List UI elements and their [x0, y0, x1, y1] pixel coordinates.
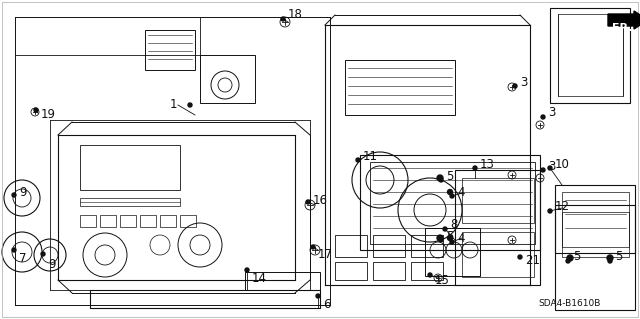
Text: 15: 15: [435, 273, 450, 286]
Circle shape: [450, 194, 454, 198]
Text: 9: 9: [48, 257, 56, 271]
Text: 14: 14: [252, 272, 267, 286]
Text: 21: 21: [525, 255, 540, 268]
Text: 10: 10: [555, 158, 570, 170]
Text: 9: 9: [19, 186, 26, 198]
Bar: [80, 198, 180, 206]
Circle shape: [518, 255, 522, 259]
Bar: [335, 262, 367, 280]
FancyArrow shape: [608, 11, 640, 29]
Bar: [200, 55, 255, 103]
Circle shape: [567, 255, 573, 261]
Circle shape: [41, 252, 45, 256]
Text: 18: 18: [288, 9, 303, 21]
Bar: [120, 215, 136, 227]
Text: FR.: FR.: [612, 23, 632, 33]
Circle shape: [548, 209, 552, 213]
Circle shape: [607, 255, 613, 261]
Text: 8: 8: [450, 219, 458, 232]
Bar: [550, 8, 630, 103]
Bar: [555, 205, 635, 310]
Circle shape: [356, 158, 360, 162]
Circle shape: [437, 235, 443, 241]
Bar: [562, 192, 629, 247]
Circle shape: [447, 235, 452, 241]
Bar: [360, 155, 540, 250]
Circle shape: [450, 240, 454, 244]
Bar: [100, 215, 116, 227]
Bar: [373, 262, 405, 280]
Bar: [345, 60, 455, 115]
Circle shape: [548, 166, 552, 170]
Text: 17: 17: [318, 249, 333, 262]
Circle shape: [447, 189, 452, 195]
Text: 3: 3: [548, 107, 556, 120]
Bar: [370, 162, 535, 244]
Text: 3: 3: [548, 160, 556, 173]
Text: SDA4-B1610B: SDA4-B1610B: [538, 299, 600, 308]
Bar: [411, 262, 443, 280]
Circle shape: [566, 259, 570, 263]
Bar: [462, 178, 534, 223]
Circle shape: [473, 166, 477, 170]
Text: 3: 3: [520, 76, 527, 88]
Circle shape: [443, 227, 447, 231]
Bar: [245, 272, 320, 290]
Circle shape: [316, 294, 320, 298]
Circle shape: [428, 273, 432, 277]
Circle shape: [513, 84, 517, 88]
Bar: [555, 185, 635, 253]
Text: 13: 13: [480, 158, 495, 170]
Bar: [80, 145, 180, 190]
Circle shape: [245, 268, 249, 272]
Bar: [411, 235, 443, 257]
Circle shape: [306, 200, 310, 204]
Bar: [160, 215, 176, 227]
Circle shape: [437, 175, 443, 181]
Bar: [425, 228, 480, 276]
Text: 12: 12: [555, 201, 570, 213]
Circle shape: [188, 103, 192, 107]
Text: 5: 5: [615, 250, 622, 263]
Circle shape: [439, 178, 443, 182]
Text: 1: 1: [170, 99, 177, 112]
Text: 6: 6: [323, 299, 330, 311]
Bar: [140, 215, 156, 227]
Circle shape: [34, 108, 38, 112]
Circle shape: [281, 17, 285, 21]
Text: 4: 4: [457, 186, 465, 198]
Circle shape: [12, 248, 16, 252]
Circle shape: [541, 115, 545, 119]
Text: 11: 11: [363, 150, 378, 162]
Bar: [145, 30, 195, 70]
Bar: [455, 170, 540, 285]
Bar: [80, 215, 96, 227]
Circle shape: [311, 245, 315, 249]
Text: 5: 5: [573, 250, 580, 263]
Bar: [335, 235, 367, 257]
Text: 4: 4: [457, 232, 465, 244]
Text: 16: 16: [313, 194, 328, 206]
Bar: [90, 290, 320, 308]
Circle shape: [12, 193, 16, 197]
Circle shape: [439, 238, 443, 242]
Text: 5: 5: [446, 229, 453, 242]
Text: 7: 7: [19, 251, 26, 264]
Bar: [558, 14, 623, 96]
Text: 19: 19: [41, 108, 56, 122]
Bar: [180, 215, 196, 227]
Bar: [373, 235, 405, 257]
Circle shape: [541, 168, 545, 172]
Bar: [562, 212, 629, 257]
Text: 5: 5: [446, 169, 453, 182]
Bar: [462, 232, 534, 277]
Circle shape: [608, 259, 612, 263]
